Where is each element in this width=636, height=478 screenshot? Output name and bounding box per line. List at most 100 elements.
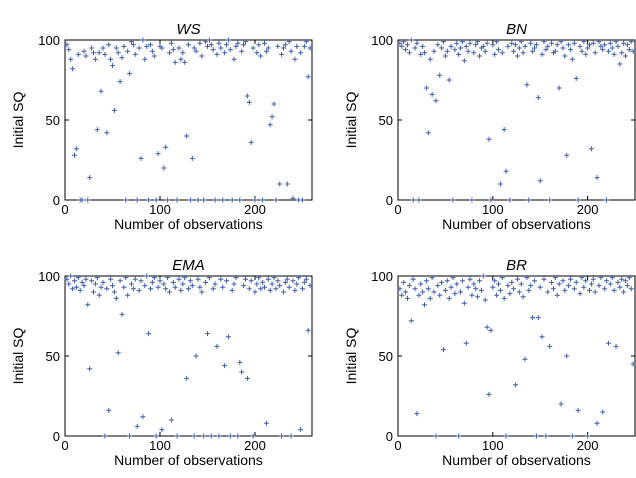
data-point	[115, 350, 121, 356]
data-point	[123, 275, 129, 281]
data-point	[273, 286, 279, 292]
x-tick-label: 0	[61, 202, 68, 217]
data-point	[514, 53, 520, 59]
data-point	[566, 42, 572, 48]
data-point	[165, 197, 171, 203]
data-point	[269, 281, 275, 287]
data-point	[554, 292, 560, 298]
data-point	[433, 433, 439, 439]
data-point	[604, 197, 610, 203]
y-tick-label: 100	[371, 269, 393, 284]
data-point	[537, 284, 543, 290]
data-point	[81, 48, 87, 54]
data-point	[532, 278, 538, 284]
data-point	[403, 47, 409, 53]
data-point	[222, 363, 228, 369]
data-point	[96, 50, 102, 56]
data-point	[148, 42, 153, 48]
x-tick-label: 0	[394, 438, 401, 453]
y-tick-label: 50	[46, 349, 60, 364]
data-point	[484, 40, 490, 46]
data-point	[307, 283, 313, 289]
data-point	[412, 286, 418, 292]
data-point	[265, 276, 271, 282]
data-point	[102, 51, 108, 57]
data-point	[148, 286, 153, 292]
data-point	[581, 39, 587, 45]
data-point	[132, 51, 138, 57]
data-point	[406, 283, 412, 289]
data-point	[218, 45, 224, 51]
data-point	[571, 40, 577, 46]
data-point	[267, 122, 273, 128]
data-point	[497, 287, 503, 293]
data-point	[446, 77, 452, 83]
data-point	[206, 275, 212, 281]
data-point	[422, 50, 428, 56]
y-tick-label: 0	[53, 193, 60, 208]
data-point	[244, 93, 250, 99]
data-point	[241, 283, 247, 289]
data-point	[423, 85, 429, 91]
data-point	[549, 40, 555, 46]
data-point	[191, 433, 197, 439]
data-point	[404, 42, 410, 48]
data-point	[117, 79, 123, 85]
x-tick-label: 200	[244, 202, 266, 217]
data-point	[530, 48, 536, 54]
data-point	[562, 287, 568, 293]
data-point	[153, 433, 159, 439]
data-point	[189, 155, 195, 161]
data-point	[513, 42, 519, 48]
data-point	[201, 433, 207, 439]
data-point	[488, 197, 494, 203]
data-point	[83, 53, 89, 59]
y-tick-label: 0	[53, 429, 60, 444]
data-point	[279, 433, 285, 439]
data-point	[246, 99, 252, 105]
data-point	[161, 281, 167, 287]
data-point	[611, 287, 617, 293]
data-point	[450, 275, 456, 281]
data-point	[600, 47, 606, 53]
data-point	[509, 279, 515, 285]
data-point	[408, 37, 414, 43]
data-point	[108, 276, 114, 282]
data-point	[119, 55, 125, 61]
data-point	[186, 286, 191, 292]
data-point	[490, 284, 496, 290]
data-point	[566, 283, 572, 289]
y-tick-label: 100	[371, 33, 393, 48]
data-point	[244, 375, 250, 381]
data-point	[454, 281, 460, 287]
data-point	[292, 287, 298, 293]
data-point	[454, 40, 460, 46]
data-point	[471, 50, 477, 56]
data-point	[621, 40, 627, 46]
data-point	[541, 276, 547, 282]
data-point	[482, 297, 488, 303]
subplot-ema: 0 50 100 0 100 200 EMA Number of observations In…	[10, 257, 313, 468]
data-point	[600, 409, 606, 415]
data-point	[89, 45, 95, 51]
data-point	[117, 278, 123, 284]
data-point	[284, 276, 290, 282]
x-tick-label: 200	[577, 202, 599, 217]
data-point	[100, 279, 106, 285]
data-point	[256, 275, 262, 281]
data-point	[263, 48, 269, 54]
data-point	[539, 51, 545, 57]
data-point	[66, 281, 72, 287]
data-point	[588, 146, 594, 152]
chart-title: WS	[176, 21, 200, 38]
data-point	[157, 278, 163, 284]
data-point	[420, 289, 426, 295]
data-point	[294, 43, 300, 49]
data-point	[298, 427, 304, 433]
y-tick-label: 100	[38, 269, 60, 284]
data-point	[469, 292, 475, 298]
data-point	[518, 281, 524, 287]
data-point	[607, 281, 613, 287]
data-point	[256, 42, 262, 48]
data-point	[507, 291, 513, 297]
